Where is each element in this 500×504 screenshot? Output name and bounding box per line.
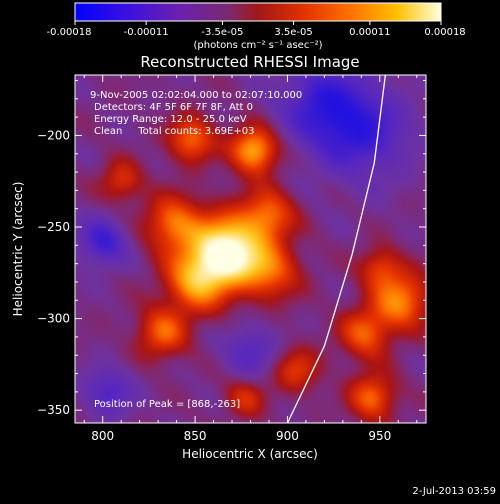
info-line-energy: Energy Range: 12.0 - 25.0 keV [94,114,247,125]
colorbar [74,2,442,22]
x-tick-label: 800 [91,429,114,443]
colorbar-unit-label: (photons cm⁻² s⁻¹ asec⁻²) [193,40,322,51]
info-line-detectors: Detectors: 4F 5F 6F 7F 8F, Att 0 [94,102,253,113]
y-tick-label: −300 [37,312,70,326]
footer-timestamp: 2-Jul-2013 03:59 [412,486,496,497]
image-area [75,75,426,423]
y-tick-label: −200 [37,128,70,142]
solar-limb-line [286,75,387,423]
heatmap-image [75,75,426,423]
x-axis-label: Heliocentric X (arcsec) [182,447,318,461]
info-line-clean: Clean Total counts: 3.69E+03 [94,126,254,137]
colorbar-tick-label: -3.5e-05 [201,27,243,38]
y-tick-label: −350 [37,403,70,417]
info-line-time: 9-Nov-2005 02:02:04.000 to 02:07:10.000 [90,90,302,101]
colorbar-tick-label: 3.5e-05 [274,27,312,38]
colorbar-tick-label: -0.00018 [47,27,92,38]
axis-ticks: 800 850 900 950 −200 −250 −300 −350 [37,75,426,443]
x-tick-label: 850 [184,429,207,443]
y-axis-label: Heliocentric Y (arcsec) [11,182,25,317]
colorbar-tick-label: 0.00018 [424,27,465,38]
colorbar-ticks: -0.00018 -0.00011 -3.5e-05 3.5e-05 0.00011 0.… [47,21,466,38]
colorbar-tick-label: -0.00011 [124,27,169,38]
x-tick-label: 950 [368,429,391,443]
colorbar-tick-label: 0.00011 [349,27,390,38]
peak-position-label: Position of Peak = [868,-263] [94,399,240,410]
chart-title: Reconstructed RHESSI Image [140,53,359,71]
y-tick-label: −250 [37,220,70,234]
x-tick-label: 900 [276,429,299,443]
